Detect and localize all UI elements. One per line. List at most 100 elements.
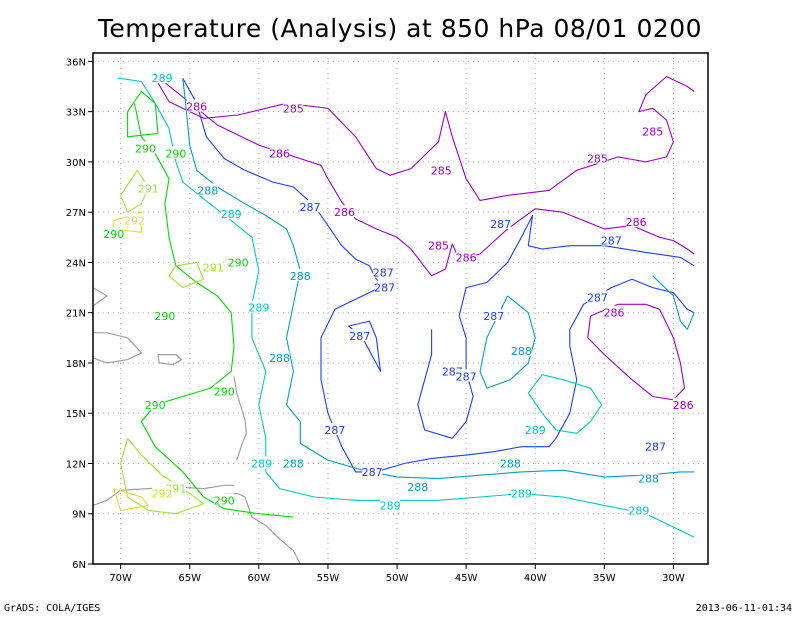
contour-label: 289 xyxy=(380,499,401,512)
contour-label-bg xyxy=(251,456,272,469)
contour-label-bg xyxy=(456,250,477,263)
contour-label: 287 xyxy=(587,292,608,305)
contour-label-bg xyxy=(152,71,173,84)
contour-label-bg xyxy=(626,215,647,228)
contour-label: 289 xyxy=(221,208,242,221)
y-tick-label: 27N xyxy=(66,208,86,219)
contour-label: 287 xyxy=(324,424,345,437)
contour-label: 288 xyxy=(407,481,428,494)
contour-label-bg xyxy=(269,146,290,159)
contour-label: 288 xyxy=(283,457,304,470)
contour-line-285 xyxy=(154,75,695,201)
contour-label: 289 xyxy=(152,72,173,85)
contour-line-287 xyxy=(182,77,695,473)
contour-label-bg xyxy=(103,226,124,239)
coastline xyxy=(93,332,143,364)
contour-label: 288 xyxy=(511,345,532,358)
contour-label: 292 xyxy=(124,215,145,228)
contour-line-288 xyxy=(182,78,695,480)
contour-label: 291 xyxy=(138,183,159,196)
contour-line-292 xyxy=(113,488,149,511)
contour-line-291 xyxy=(120,437,205,515)
latitude-axis: 6N 9N 12N 15N 18N 21N 24N 27N 30N 33N 36N xyxy=(66,57,93,571)
contour-label-bg xyxy=(374,280,395,293)
map-title: Temperature (Analysis) at 850 hPa 08/01 … xyxy=(97,14,703,43)
contour-labels: 285 285 285 285 285 286 286 286 286 286 286 286 287 2… xyxy=(103,71,694,517)
contour-label: 287 xyxy=(374,282,395,295)
y-tick-label: 12N xyxy=(66,459,86,470)
contour-line-290 xyxy=(133,103,294,518)
contour-label-bg xyxy=(373,265,394,278)
contour-label-bg xyxy=(587,290,608,303)
contour-label: 290 xyxy=(154,310,175,323)
longitude-axis: 70W 65W 60W 55W 50W 45W 40W 35W 30W xyxy=(109,564,685,584)
contour-label: 285 xyxy=(283,102,304,115)
contour-label: 287 xyxy=(483,310,504,323)
contour-label: 287 xyxy=(490,218,511,231)
contour-label-bg xyxy=(165,146,186,159)
contour-label-bg xyxy=(299,200,320,213)
contour-label-bg xyxy=(500,456,521,469)
contour-label: 289 xyxy=(525,424,546,437)
contour-label-bg xyxy=(642,124,663,137)
contour-label-bg xyxy=(221,206,242,219)
contour-label: 287 xyxy=(456,370,477,383)
contour-label-bg xyxy=(349,329,370,342)
contour-label-bg xyxy=(604,305,625,318)
contour-label-bg xyxy=(138,181,159,194)
contour-label: 286 xyxy=(456,251,477,264)
contour-label: 289 xyxy=(511,488,532,501)
contour-label-bg xyxy=(525,422,546,435)
contour-label: 285 xyxy=(642,126,663,139)
contour-label: 286 xyxy=(334,206,355,219)
y-tick-label: 9N xyxy=(72,510,86,521)
coastline xyxy=(224,493,301,564)
contour-label-bg xyxy=(362,464,383,477)
contour-label: 289 xyxy=(628,504,649,517)
contour-label: 285 xyxy=(587,153,608,166)
contour-label-bg xyxy=(638,471,659,484)
x-tick-label: 65W xyxy=(178,573,201,584)
contour-label-bg xyxy=(628,503,649,516)
contour-line-291 xyxy=(168,261,205,289)
contour-label-bg xyxy=(673,397,694,410)
contour-label-bg xyxy=(154,309,175,322)
contour-line-286 xyxy=(587,303,686,401)
contour-label-bg xyxy=(145,397,166,410)
contour-label-bg xyxy=(124,213,145,226)
x-tick-label: 70W xyxy=(109,573,132,584)
contour-label: 287 xyxy=(645,441,666,454)
contour-label-bg xyxy=(214,384,235,397)
contour-line-288 xyxy=(652,275,695,330)
contour-label: 289 xyxy=(248,302,269,315)
contour-label: 287 xyxy=(362,466,383,479)
x-tick-label: 45W xyxy=(455,573,478,584)
contour-label: 286 xyxy=(626,216,647,229)
contour-label-bg xyxy=(483,309,504,322)
contour-label: 289 xyxy=(251,457,272,470)
contour-label: 288 xyxy=(638,473,659,486)
contour-line-287 xyxy=(348,320,382,372)
contour-label: 290 xyxy=(214,494,235,507)
contour-label: 286 xyxy=(673,399,694,412)
y-tick-label: 30N xyxy=(66,158,86,169)
y-tick-label: 6N xyxy=(72,560,86,571)
contour-label-bg xyxy=(601,233,622,246)
y-tick-label: 21N xyxy=(66,309,86,320)
contour-label: 286 xyxy=(186,101,207,114)
contour-label-bg xyxy=(186,99,207,112)
contour-label-bg xyxy=(334,205,355,218)
contour-label-bg xyxy=(203,260,224,273)
x-tick-label: 40W xyxy=(524,573,547,584)
contour-label: 288 xyxy=(197,184,218,197)
contour-line-288 xyxy=(479,295,536,389)
contour-label-bg xyxy=(431,163,452,176)
contour-label: 287 xyxy=(299,201,320,214)
y-tick-label: 15N xyxy=(66,409,86,420)
coastline xyxy=(157,354,183,366)
contour-label: 287 xyxy=(601,235,622,248)
contour-label-bg xyxy=(407,479,428,492)
x-tick-label: 50W xyxy=(386,573,409,584)
x-tick-label: 30W xyxy=(662,573,685,584)
